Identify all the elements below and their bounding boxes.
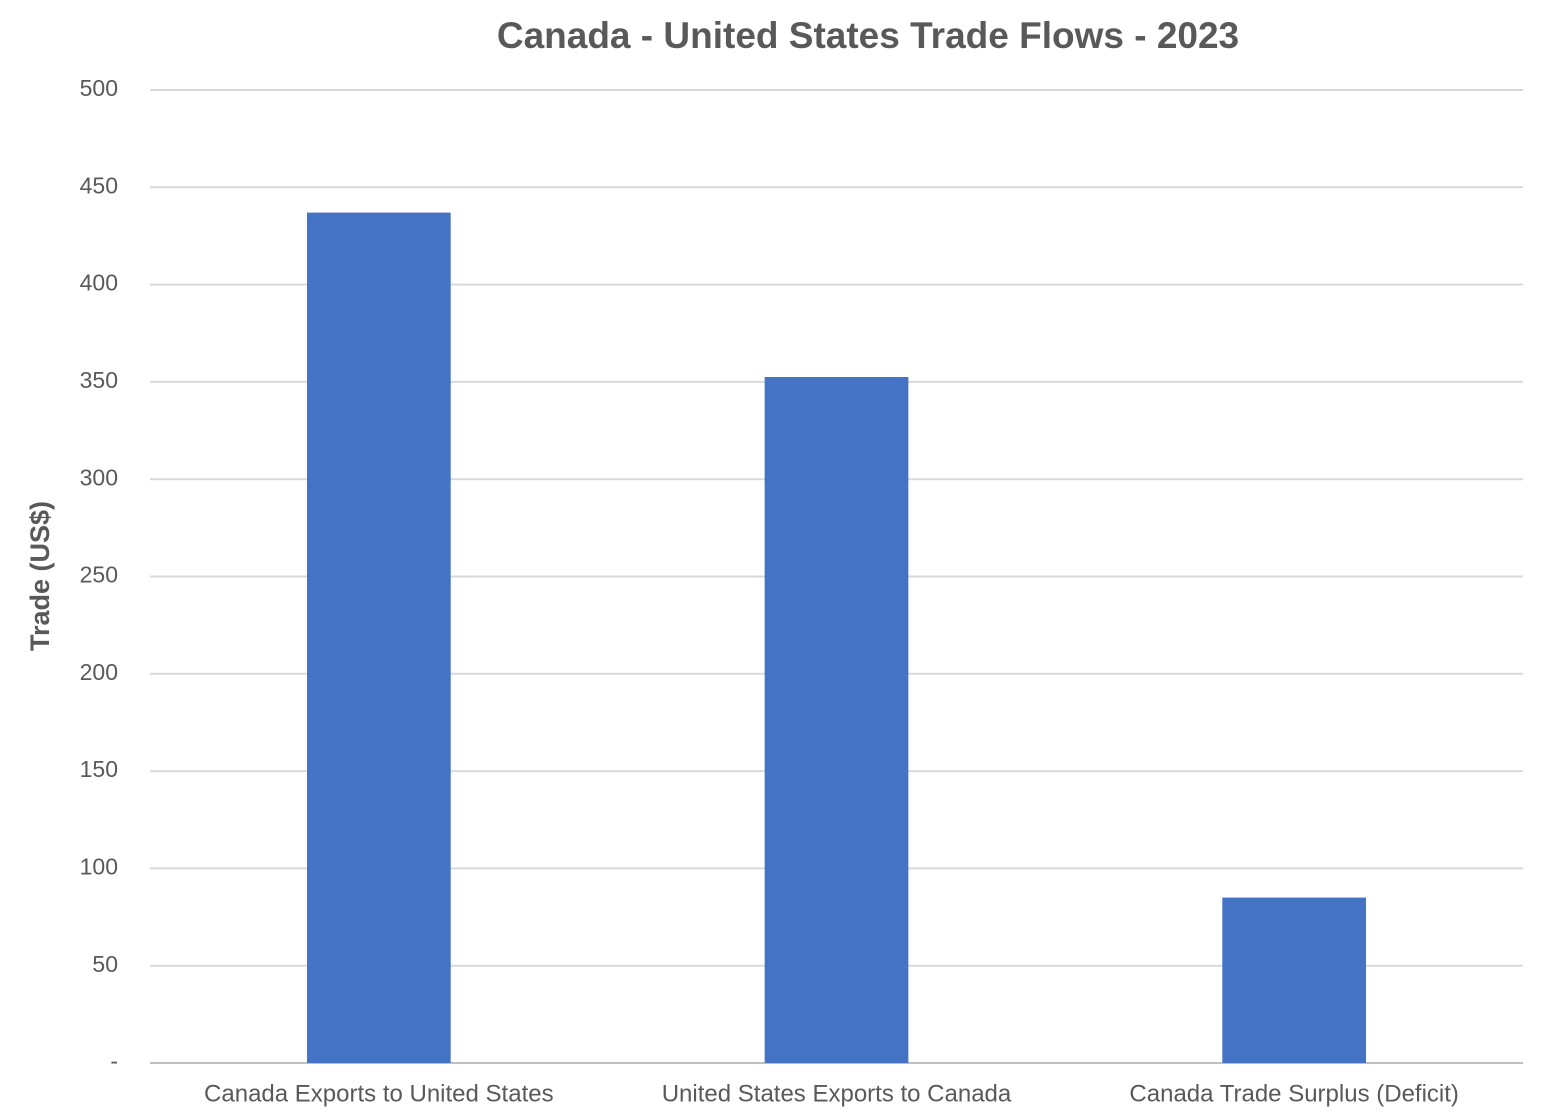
bar xyxy=(306,212,451,1063)
chart-title: Canada - United States Trade Flows - 202… xyxy=(497,15,1239,56)
x-tick-label: Canada Exports to United States xyxy=(204,1080,554,1107)
y-tick-label: 50 xyxy=(92,951,118,977)
y-tick-label: - xyxy=(110,1048,118,1074)
y-tick-label: 450 xyxy=(80,172,118,198)
y-tick-label: 200 xyxy=(80,659,118,685)
y-axis-label: Trade (US$) xyxy=(25,501,55,651)
bar xyxy=(1222,897,1367,1063)
x-tick-label: Canada Trade Surplus (Deficit) xyxy=(1129,1080,1458,1107)
x-tick-label: United States Exports to Canada xyxy=(662,1080,1012,1107)
y-tick-label: 500 xyxy=(80,75,118,101)
y-tick-label: 100 xyxy=(80,853,118,879)
y-tick-label: 400 xyxy=(80,270,118,296)
y-tick-label: 300 xyxy=(80,464,118,490)
y-tick-label: 350 xyxy=(80,367,118,393)
y-tick-label: 250 xyxy=(80,562,118,588)
bar xyxy=(764,377,909,1063)
y-tick-label: 150 xyxy=(80,756,118,782)
